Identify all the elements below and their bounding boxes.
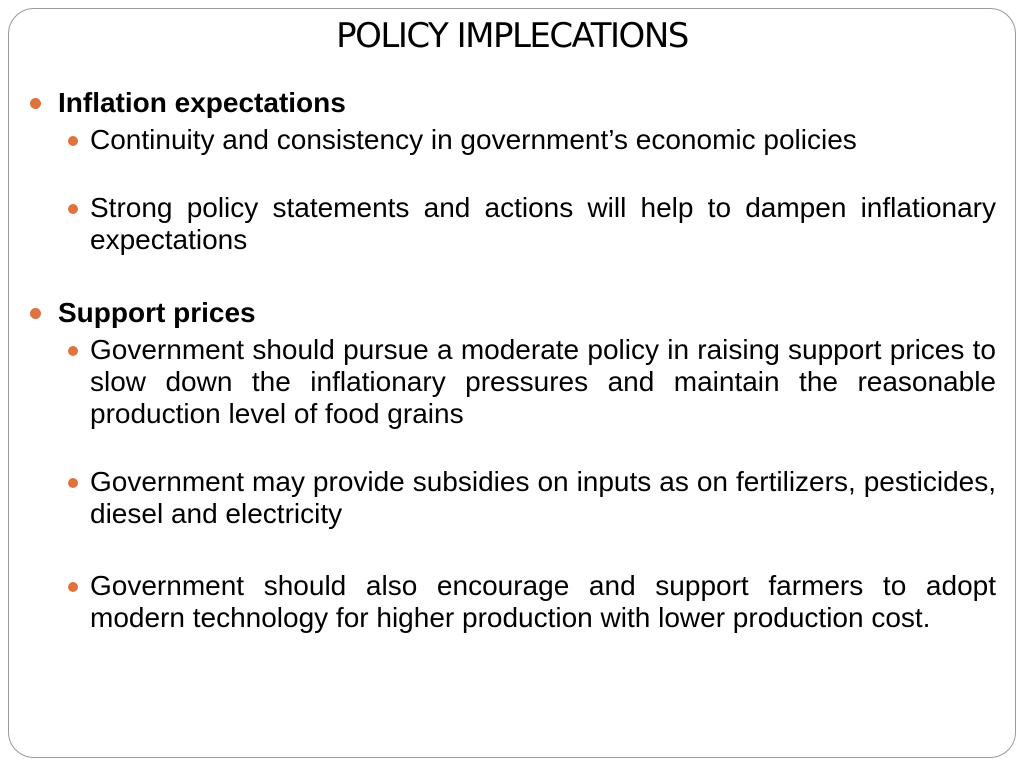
sub-bullet: Government should also encourage and sup… bbox=[30, 570, 996, 634]
sub-bullet-text: Strong policy statements and actions wil… bbox=[90, 192, 996, 255]
bullet-dot-icon bbox=[30, 98, 41, 109]
bullet-dot-icon bbox=[68, 478, 78, 488]
slide-body: Inflation expectations Continuity and co… bbox=[30, 86, 996, 634]
slide-title: POLICY IMPLECATIONS bbox=[336, 16, 689, 56]
sub-bullet-text: Government should also encourage and sup… bbox=[90, 570, 996, 633]
bullet-support-prices: Support prices bbox=[30, 296, 996, 330]
section-heading: Support prices bbox=[58, 297, 256, 328]
slide-frame bbox=[8, 8, 1016, 758]
bullet-inflation-expectations: Inflation expectations bbox=[30, 86, 996, 120]
bullet-dot-icon bbox=[68, 136, 78, 146]
sub-bullet-text: Government should pursue a moderate poli… bbox=[90, 334, 996, 429]
sub-bullet: Government should pursue a moderate poli… bbox=[30, 334, 996, 430]
bullet-dot-icon bbox=[68, 204, 78, 214]
section-heading: Inflation expectations bbox=[58, 87, 346, 118]
sub-bullet-text: Continuity and consistency in government… bbox=[90, 124, 857, 155]
sub-bullet: Government may provide subsidies on inpu… bbox=[30, 466, 996, 530]
bullet-dot-icon bbox=[68, 346, 78, 356]
sub-bullet-text: Government may provide subsidies on inpu… bbox=[90, 466, 996, 529]
sub-bullet: Continuity and consistency in government… bbox=[30, 124, 996, 156]
bullet-dot-icon bbox=[68, 582, 78, 592]
sub-bullet: Strong policy statements and actions wil… bbox=[30, 192, 996, 256]
bullet-dot-icon bbox=[30, 308, 41, 319]
